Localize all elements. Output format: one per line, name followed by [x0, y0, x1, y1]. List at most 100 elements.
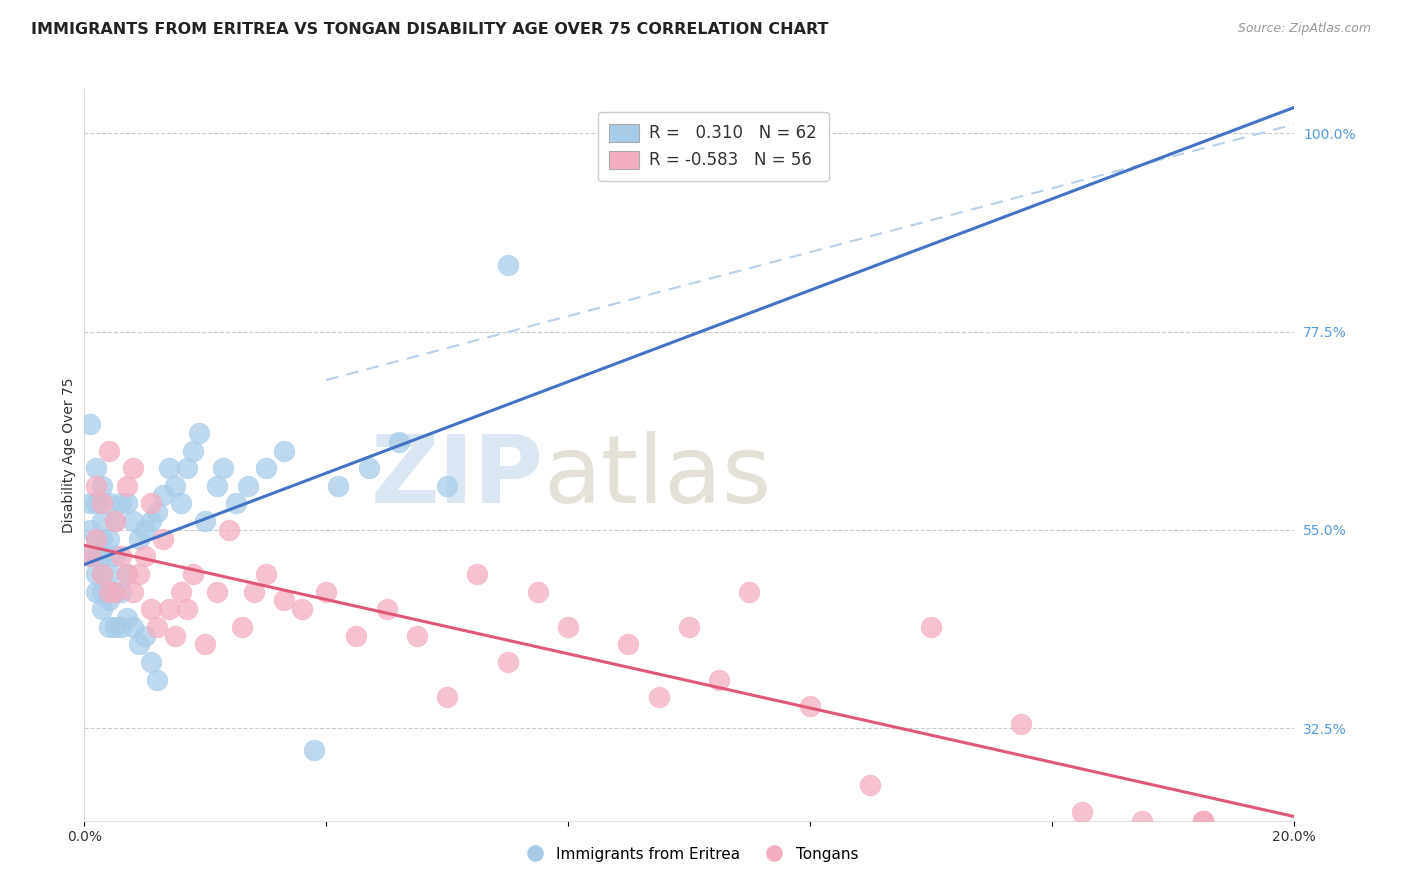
Point: [1192, 814, 1215, 828]
Point: [110, 549, 132, 564]
Point: [1192, 814, 1215, 828]
Point: [110, 496, 132, 510]
Point: [91, 566, 114, 581]
Point: [181, 566, 204, 581]
Point: [121, 584, 143, 599]
Point: [799, 699, 821, 714]
Point: [79, 496, 101, 510]
Point: [738, 584, 761, 599]
Text: ZIP: ZIP: [371, 431, 544, 523]
Point: [617, 637, 640, 651]
Point: [91, 584, 114, 599]
Point: [225, 496, 247, 510]
Point: [231, 620, 253, 634]
Point: [242, 584, 264, 599]
Point: [557, 620, 579, 634]
Point: [115, 611, 138, 625]
Point: [176, 461, 198, 475]
Point: [91, 532, 114, 546]
Point: [104, 549, 127, 564]
Point: [91, 602, 114, 616]
Point: [859, 778, 882, 792]
Point: [91, 549, 114, 564]
Point: [104, 620, 127, 634]
Point: [79, 549, 101, 564]
Point: [1071, 805, 1094, 819]
Point: [328, 479, 350, 493]
Point: [146, 505, 169, 519]
Point: [79, 549, 101, 564]
Point: [194, 514, 217, 528]
Point: [104, 584, 127, 599]
Point: [128, 532, 150, 546]
Point: [115, 566, 138, 581]
Point: [104, 584, 127, 599]
Point: [920, 620, 942, 634]
Point: [104, 514, 127, 528]
Point: [110, 620, 132, 634]
Point: [104, 514, 127, 528]
Point: [218, 523, 240, 537]
Point: [1011, 716, 1033, 731]
Point: [134, 629, 156, 643]
Point: [1130, 814, 1153, 828]
Text: atlas: atlas: [544, 431, 772, 523]
Point: [273, 443, 295, 458]
Point: [86, 549, 108, 564]
Point: [496, 655, 519, 669]
Point: [146, 673, 169, 687]
Point: [648, 690, 671, 705]
Point: [194, 637, 217, 651]
Point: [527, 584, 550, 599]
Point: [188, 425, 211, 440]
Point: [139, 496, 162, 510]
Point: [406, 629, 429, 643]
Point: [291, 602, 314, 616]
Point: [97, 584, 120, 599]
Point: [86, 532, 108, 546]
Point: [97, 566, 120, 581]
Point: [139, 655, 162, 669]
Point: [254, 566, 277, 581]
Text: IMMIGRANTS FROM ERITREA VS TONGAN DISABILITY AGE OVER 75 CORRELATION CHART: IMMIGRANTS FROM ERITREA VS TONGAN DISABI…: [31, 22, 828, 37]
Point: [357, 461, 380, 475]
Point: [115, 479, 138, 493]
Point: [97, 443, 120, 458]
Point: [121, 461, 143, 475]
Point: [86, 479, 108, 493]
Point: [86, 532, 108, 546]
Point: [709, 673, 731, 687]
Y-axis label: Disability Age Over 75: Disability Age Over 75: [62, 377, 76, 533]
Point: [79, 523, 101, 537]
Point: [157, 461, 180, 475]
Point: [207, 479, 229, 493]
Point: [1192, 814, 1215, 828]
Point: [436, 479, 458, 493]
Point: [134, 523, 156, 537]
Point: [115, 566, 138, 581]
Point: [165, 629, 187, 643]
Point: [97, 593, 120, 607]
Point: [110, 584, 132, 599]
Point: [97, 620, 120, 634]
Point: [236, 479, 259, 493]
Point: [146, 620, 169, 634]
Point: [128, 637, 150, 651]
Point: [91, 566, 114, 581]
Point: [139, 514, 162, 528]
Point: [115, 496, 138, 510]
Point: [388, 434, 411, 449]
Point: [678, 620, 700, 634]
Point: [121, 514, 143, 528]
Point: [86, 584, 108, 599]
Point: [176, 602, 198, 616]
Point: [170, 584, 193, 599]
Point: [346, 629, 368, 643]
Point: [97, 532, 120, 546]
Point: [165, 479, 187, 493]
Text: Source: ZipAtlas.com: Source: ZipAtlas.com: [1237, 22, 1371, 36]
Point: [496, 259, 519, 273]
Point: [79, 417, 101, 431]
Point: [91, 514, 114, 528]
Point: [91, 479, 114, 493]
